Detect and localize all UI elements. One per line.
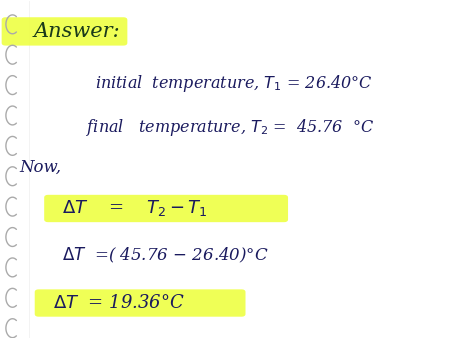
Text: $\Delta T$  =( 45.76 − 26.40)°C: $\Delta T$ =( 45.76 − 26.40)°C (62, 246, 269, 265)
Text: initial  temperature, $T_1$ = 26.40°C: initial temperature, $T_1$ = 26.40°C (95, 73, 373, 94)
Text: Now,: Now, (19, 159, 62, 176)
Text: $\Delta T$    =    $T_2 - T_1$: $\Delta T$ = $T_2 - T_1$ (62, 198, 208, 218)
FancyBboxPatch shape (35, 290, 246, 317)
FancyBboxPatch shape (1, 17, 128, 46)
FancyBboxPatch shape (44, 195, 288, 222)
Text: final   temperature, $T_2$ =  45.76  °C: final temperature, $T_2$ = 45.76 °C (86, 117, 374, 138)
Text: $\Delta T$  = 19.36°C: $\Delta T$ = 19.36°C (53, 294, 184, 312)
Text: Answer:: Answer: (34, 22, 120, 41)
